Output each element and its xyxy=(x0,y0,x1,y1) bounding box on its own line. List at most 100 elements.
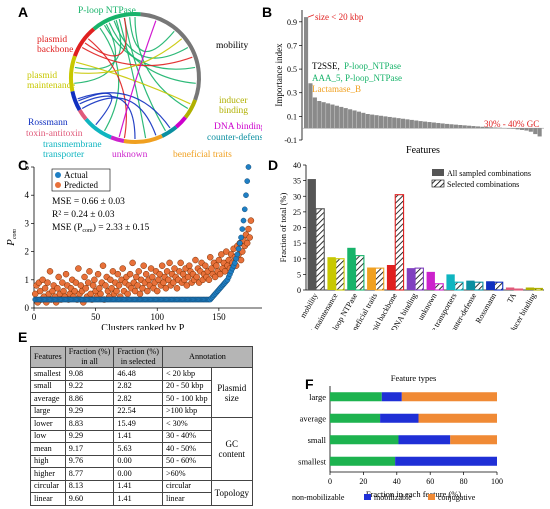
b-ytick-label-4: 0.7 xyxy=(287,41,297,50)
b-bar-41 xyxy=(484,127,489,129)
c-xlabel: Clusters ranked by Pcom xyxy=(101,323,195,330)
fraction-bar-chart: 0 5 10 15 20 25 30 35 40 Fraction of total (%) mob… xyxy=(278,161,544,330)
f-legend-swatch-2 xyxy=(428,494,435,500)
panel-label-c: C xyxy=(18,157,29,173)
b-ytick-label-1: 0.1 xyxy=(287,112,297,121)
c-legend-actual: Actual xyxy=(64,170,88,180)
chord-arc-3 xyxy=(174,116,188,129)
f-xtick-label-2: 40 xyxy=(393,477,401,486)
table-group-cell: GC content xyxy=(210,417,253,481)
c-ytick-label-5: 5 xyxy=(25,162,30,172)
chord-link-18 xyxy=(81,97,157,136)
chord-label-6: Rossmann xyxy=(28,118,68,128)
c-actual-point-168 xyxy=(239,226,246,232)
chord-arc-1 xyxy=(140,12,201,101)
d-bar-all-11 xyxy=(525,287,535,290)
c-xtick-label-0: 0 xyxy=(32,312,37,322)
c-predicted-point-53 xyxy=(97,290,104,298)
table-cell: average xyxy=(30,392,66,406)
table-group-cell: Plasmid size xyxy=(210,367,253,418)
c-predicted-point-173 xyxy=(245,225,252,233)
c-predicted-point-67 xyxy=(114,270,122,278)
chord-arc-0 xyxy=(92,12,141,31)
c-predicted-point-63 xyxy=(109,268,117,275)
c-predicted-point-87 xyxy=(139,285,146,292)
feature-table: Features Fraction (%) in all Fraction (%) in… xyxy=(30,346,253,506)
b-bar-2 xyxy=(312,97,317,129)
table-cell: low xyxy=(30,429,66,443)
c-predicted-point-113 xyxy=(171,265,178,272)
chord-arc-9 xyxy=(70,90,82,111)
f-xtick-label-4: 80 xyxy=(460,477,468,486)
table-cell: >60% xyxy=(161,467,212,481)
d-ytick-label-8: 40 xyxy=(293,161,301,170)
b-bar-3 xyxy=(317,101,322,129)
b-ytick-label-5: 0.9 xyxy=(287,18,297,27)
f-bar-1-2 xyxy=(418,413,497,423)
b-bar-29 xyxy=(431,122,436,129)
c-predicted-point-61 xyxy=(107,276,114,284)
f-xtick-label-0: 0 xyxy=(328,477,332,486)
table-cell: 2.82 xyxy=(113,392,163,406)
importance-chart: -0.1 0.1 0.3 0.5 0.7 0.9 Importance index Featu… xyxy=(274,10,544,156)
c-predicted-point-99 xyxy=(153,287,161,295)
table-cell: smallest xyxy=(30,367,66,381)
table-row: higher 8.77 0.00 >60% xyxy=(30,467,253,481)
c-actual-point-172 xyxy=(244,178,251,184)
table-group-cell: Topology xyxy=(210,479,253,506)
c-predicted-point-62 xyxy=(108,285,115,292)
c-predicted-point-150 xyxy=(216,270,224,278)
d-ylabel: Fraction of total (%) xyxy=(278,193,288,263)
c-actual-point-166 xyxy=(237,240,243,246)
table-cell: lower xyxy=(30,417,66,431)
table-cell: 9.29 xyxy=(64,404,115,418)
c-stat-r2: R² = 0.24 ± 0.03 xyxy=(52,210,115,220)
b-bar-33 xyxy=(449,124,454,129)
c-predicted-point-51 xyxy=(94,270,102,278)
chord-diagram: P-loop NTPase plasmid backbone mobility plas… xyxy=(26,6,262,160)
chord-link-12 xyxy=(87,38,127,139)
b-bar-9 xyxy=(343,108,348,129)
table-header-cell: Fraction (%) in selected xyxy=(113,346,163,368)
b-bar-1 xyxy=(308,83,313,129)
d-bar-all-2 xyxy=(347,247,356,290)
c-predicted-point-12 xyxy=(46,268,54,275)
c-predicted-point-8 xyxy=(41,285,49,292)
chord-label-0: P-loop NTPase xyxy=(78,6,136,16)
b-bar-47 xyxy=(511,128,516,129)
table-cell: 9.17 xyxy=(64,442,115,456)
b-bar-4 xyxy=(321,102,326,129)
b-anno-3: AAA_5, P-loop_NTPase xyxy=(312,73,402,83)
b-bar-23 xyxy=(405,119,410,129)
table-header-cell: Fraction (%) in all xyxy=(64,346,115,368)
b-ytick-label-0: -0.1 xyxy=(284,136,297,145)
c-predicted-point-172 xyxy=(243,239,251,247)
b-ytick-label-3: 0.5 xyxy=(287,65,297,74)
f-bar-3-1 xyxy=(395,456,497,466)
table-header-cell: Annotation xyxy=(161,346,253,368)
table-cell: 9.60 xyxy=(64,492,115,506)
table-cell: 9.22 xyxy=(64,379,115,393)
b-bar-37 xyxy=(467,125,472,129)
b-bar-42 xyxy=(489,127,494,129)
b-bar-45 xyxy=(502,127,507,129)
d-ytick-label-5: 25 xyxy=(293,208,301,217)
b-bar-36 xyxy=(462,125,467,129)
chord-arc-11 xyxy=(72,27,96,57)
d-bar-all-5 xyxy=(406,268,416,290)
f-bar-3-0 xyxy=(330,456,396,466)
c-predicted-point-142 xyxy=(206,253,214,261)
chord-label-11: beneficial traits xyxy=(173,149,232,160)
b-bar-35 xyxy=(458,124,463,129)
b-bar-16 xyxy=(374,115,379,129)
c-predicted-point-154 xyxy=(221,268,229,275)
b-bar-17 xyxy=(378,115,384,129)
c-predicted-point-66 xyxy=(113,287,120,295)
b-bar-15 xyxy=(370,114,375,129)
table-cell: linear xyxy=(161,492,212,506)
f-category-label-0: large xyxy=(309,392,326,402)
d-bar-all-3 xyxy=(367,267,376,290)
c-predicted-point-71 xyxy=(119,265,126,272)
d-legend-all-swatch xyxy=(432,169,444,176)
